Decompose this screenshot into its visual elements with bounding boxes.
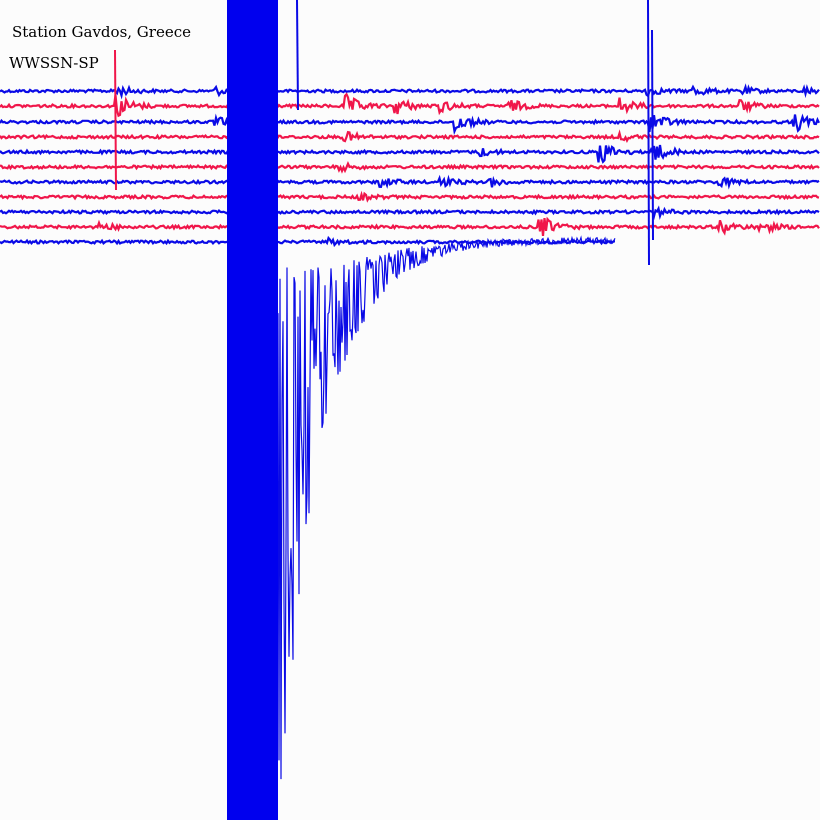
saturated-trace-block (227, 0, 278, 820)
spike (296, 0, 299, 111)
trace-line (0, 205, 820, 220)
trace-line (0, 129, 820, 144)
trace-line (0, 160, 820, 174)
traces (0, 0, 820, 780)
trace-line (0, 83, 820, 100)
trace-line (0, 113, 820, 136)
trace-line (0, 92, 820, 118)
trace-line (0, 190, 820, 203)
spike (114, 49, 117, 191)
instrument-label: WWSSN-SP (9, 54, 99, 72)
coda-trace (277, 235, 616, 780)
station-title: Station Gavdos, Greece (12, 23, 191, 41)
spike (651, 29, 654, 241)
trace-line (0, 216, 820, 237)
trace-line (0, 174, 820, 190)
title-background (0, 14, 205, 40)
spike (647, 0, 650, 266)
trace-line (0, 144, 820, 164)
